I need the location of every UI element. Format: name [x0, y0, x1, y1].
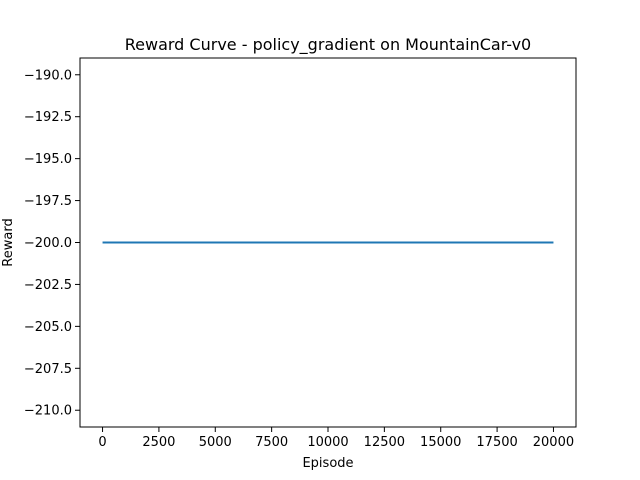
x-tick-label: 7500 [255, 435, 288, 450]
y-tick-label: −207.5 [24, 362, 72, 377]
y-tick-label: −197.5 [24, 194, 72, 209]
y-tick-label: −205.0 [24, 320, 72, 335]
x-tick-label: 2500 [142, 435, 175, 450]
x-axis-label: Episode [302, 456, 353, 471]
y-axis: −190.0 −192.5 −195.0 −197.5 −200.0 −202.5 −205… [24, 68, 80, 419]
x-tick-label: 20000 [533, 435, 574, 450]
x-tick-label: 5000 [199, 435, 232, 450]
y-tick-label: −200.0 [24, 236, 72, 251]
x-tick-label: 0 [98, 435, 106, 450]
chart-title: Reward Curve - policy_gradient on Mounta… [125, 35, 531, 55]
y-tick-label: −210.0 [24, 404, 72, 419]
x-tick-label: 12500 [364, 435, 405, 450]
x-tick-label: 10000 [307, 435, 348, 450]
x-tick-label: 17500 [476, 435, 517, 450]
x-tick-label: 15000 [420, 435, 461, 450]
y-tick-label: −190.0 [24, 68, 72, 83]
x-axis: 0 2500 5000 7500 10000 12500 15000 17500 20000 [98, 427, 574, 450]
y-axis-label: Reward [1, 218, 16, 266]
y-tick-label: −202.5 [24, 278, 72, 293]
y-tick-label: −195.0 [24, 152, 72, 167]
y-tick-label: −192.5 [24, 110, 72, 125]
